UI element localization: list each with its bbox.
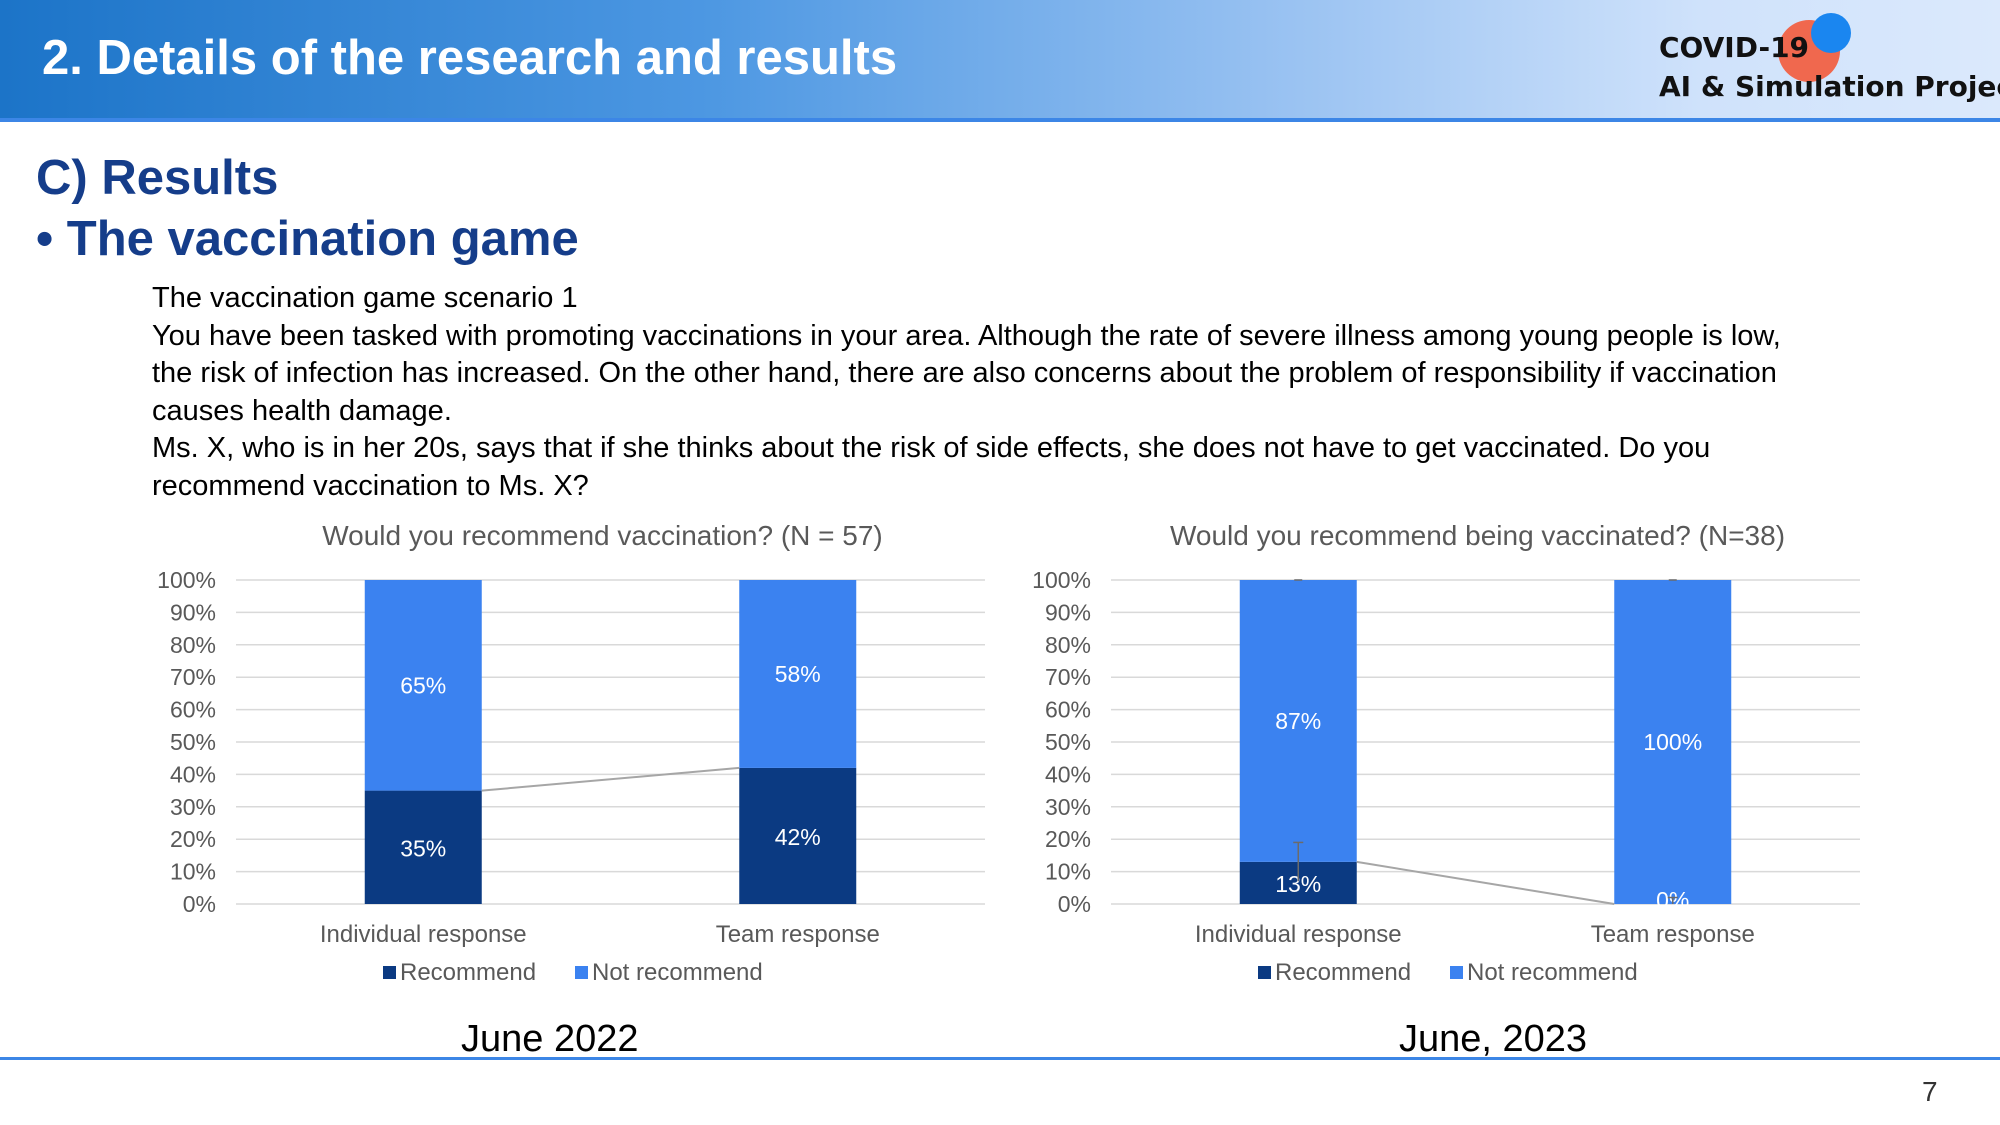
- data-label-not-recommend: 87%: [1275, 708, 1321, 734]
- chart-june-2022: Would you recommend vaccination? (N = 57…: [135, 512, 1015, 1012]
- series-connector-line: [481, 766, 740, 792]
- scenario-line: the risk of infection has increased. On …: [152, 357, 1777, 390]
- scenario-text: The vaccination game scenario 1 You have…: [152, 280, 1932, 506]
- x-tick-label: Team response: [716, 921, 880, 948]
- y-tick-label: 90%: [170, 599, 216, 625]
- y-tick-label: 20%: [1045, 826, 1091, 852]
- footer-divider: [0, 1057, 2000, 1060]
- bar-not-recommend: [364, 580, 482, 791]
- y-tick-label: 10%: [1045, 859, 1091, 885]
- scenario-line: You have been tasked with promoting vacc…: [152, 319, 1781, 352]
- chart-svg: Would you recommend vaccination? (N = 57…: [157, 520, 985, 986]
- section-title: C) Results: [36, 151, 279, 205]
- x-tick-label: Individual response: [1195, 921, 1402, 948]
- data-label-recommend: 35%: [400, 835, 446, 861]
- logo-blue-circle: [1811, 13, 1851, 53]
- legend-swatch-not-recommend: [1450, 966, 1463, 979]
- y-tick-label: 80%: [170, 632, 216, 658]
- logo-line-2: AI & Simulation Project: [1659, 70, 2000, 103]
- y-tick-label: 40%: [1045, 761, 1091, 787]
- scenario-line: causes health damage.: [152, 394, 452, 427]
- legend-label-not-recommend: Not recommend: [1467, 959, 1638, 986]
- y-tick-label: 60%: [1045, 697, 1091, 723]
- data-label-not-recommend: 100%: [1643, 729, 1702, 755]
- slide-title: 2. Details of the research and results: [42, 31, 898, 85]
- y-tick-label: 60%: [170, 697, 216, 723]
- y-tick-label: 20%: [170, 826, 216, 852]
- data-label-recommend: 42%: [775, 824, 821, 850]
- legend-label-recommend: Recommend: [400, 959, 536, 986]
- y-tick-label: 100%: [1032, 567, 1091, 593]
- y-tick-label: 0%: [183, 891, 216, 917]
- y-tick-label: 70%: [1045, 664, 1091, 690]
- y-tick-label: 80%: [1045, 632, 1091, 658]
- legend-label-recommend: Recommend: [1275, 959, 1411, 986]
- bar-not-recommend: [739, 580, 857, 768]
- x-tick-label: Individual response: [320, 921, 527, 948]
- bar-not-recommend: [1614, 580, 1732, 904]
- scenario-line: Ms. X, who is in her 20s, says that if s…: [152, 432, 1711, 465]
- chart-caption-2022: June 2022: [461, 1018, 639, 1060]
- y-tick-label: 90%: [1045, 599, 1091, 625]
- header-bar: [0, 0, 2000, 118]
- header-divider: [0, 118, 2000, 122]
- y-tick-label: 10%: [170, 859, 216, 885]
- chart-june-2023: Would you recommend being vaccinated? (N…: [1010, 512, 1890, 1012]
- y-tick-label: 0%: [1058, 891, 1091, 917]
- data-label-not-recommend: 58%: [775, 661, 821, 687]
- logo-line-1: COVID-19: [1659, 31, 1810, 64]
- y-tick-label: 50%: [1045, 729, 1091, 755]
- legend-label-not-recommend: Not recommend: [592, 959, 763, 986]
- y-tick-label: 100%: [157, 567, 216, 593]
- bar-recommend: [739, 767, 857, 904]
- bar-not-recommend: [1239, 580, 1357, 862]
- scenario-line: The vaccination game scenario 1: [152, 282, 578, 314]
- chart-title: Would you recommend vaccination? (N = 57…: [322, 520, 883, 551]
- series-connector-line: [1356, 860, 1615, 905]
- y-tick-label: 40%: [170, 761, 216, 787]
- scenario-line: recommend vaccination to Ms. X?: [152, 469, 589, 502]
- chart-title: Would you recommend being vaccinated? (N…: [1170, 520, 1785, 551]
- section-subtitle: • The vaccination game: [36, 212, 579, 266]
- data-label-not-recommend: 65%: [400, 672, 446, 698]
- y-tick-label: 30%: [170, 794, 216, 820]
- chart-svg: Would you recommend being vaccinated? (N…: [1032, 520, 1860, 986]
- y-tick-label: 30%: [1045, 794, 1091, 820]
- project-logo: COVID-19 AI & Simulation Project: [1659, 28, 2000, 106]
- bar-recommend: [364, 790, 482, 904]
- page-number: 7: [1922, 1076, 1938, 1107]
- y-tick-label: 70%: [170, 664, 216, 690]
- chart-caption-2023: June, 2023: [1399, 1018, 1588, 1060]
- legend-swatch-recommend: [1258, 966, 1271, 979]
- y-tick-label: 50%: [170, 729, 216, 755]
- x-tick-label: Team response: [1591, 921, 1755, 948]
- legend-swatch-recommend: [383, 966, 396, 979]
- legend-swatch-not-recommend: [575, 966, 588, 979]
